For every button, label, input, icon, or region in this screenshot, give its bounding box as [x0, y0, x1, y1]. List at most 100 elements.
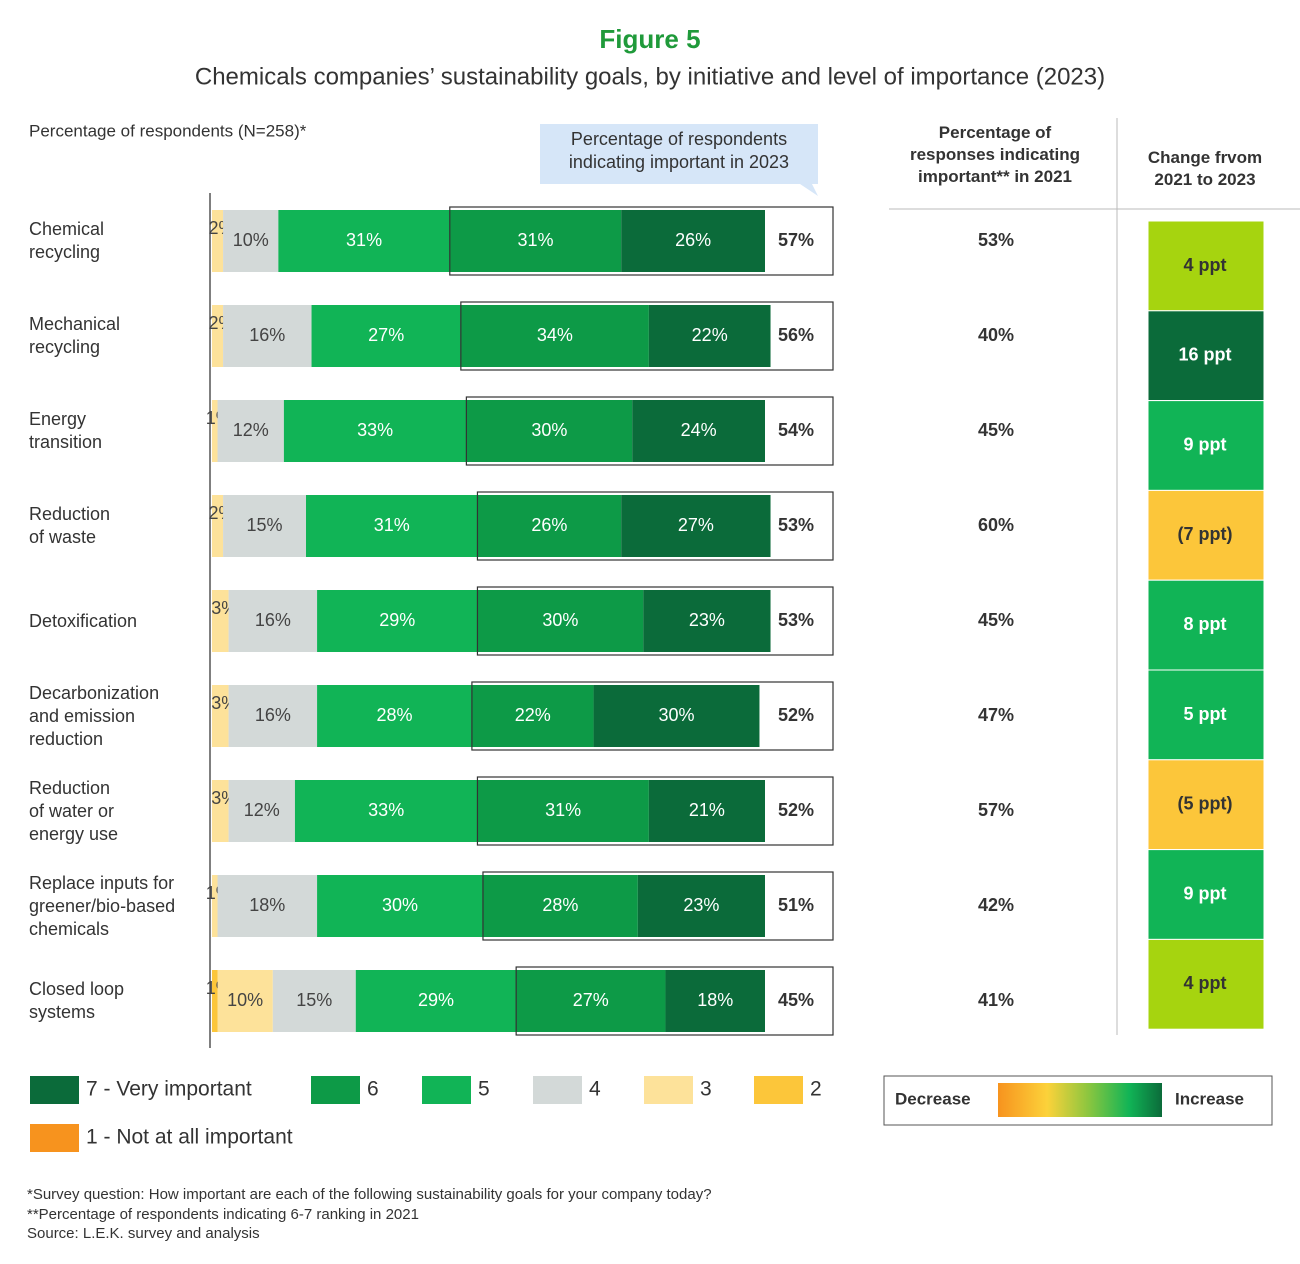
category-label: Closed loop systems	[29, 979, 125, 1022]
total-label: 52%	[778, 800, 814, 820]
data-label: 12%	[244, 800, 280, 820]
bar-segment	[212, 590, 229, 652]
change-label: 4 ppt	[1184, 255, 1227, 275]
category-label: Energy transition	[29, 409, 103, 452]
gradient-legend-box	[883, 1075, 1273, 1126]
value-2021: 57%	[978, 800, 1014, 820]
column-header: Percentage of respondents indicating imp…	[568, 129, 790, 172]
bar-segment	[212, 210, 224, 272]
highlight-box	[476, 586, 834, 656]
data-label: 27%	[368, 325, 404, 345]
bar-segment	[593, 685, 760, 747]
legend-label: 5	[478, 1078, 490, 1101]
bar-segment	[665, 970, 765, 1032]
legend-swatch	[311, 1076, 360, 1104]
data-label: 31%	[545, 800, 581, 820]
change-cell	[1147, 669, 1265, 761]
data-label: 27%	[573, 990, 609, 1010]
legend-label: 7 - Very important	[86, 1078, 252, 1101]
data-label: 28%	[376, 705, 412, 725]
bar-segment	[460, 305, 649, 367]
change-label: 9 ppt	[1184, 434, 1227, 454]
data-label: 16%	[255, 610, 291, 630]
value-2021: 47%	[978, 705, 1014, 725]
category-label: Mechanical recycling	[29, 314, 121, 357]
change-label: 9 ppt	[1184, 883, 1227, 903]
data-label: 30%	[542, 610, 578, 630]
category-label: Chemical recycling	[29, 219, 105, 262]
data-label: 16%	[249, 325, 285, 345]
legend-label: 1 - Not at all important	[86, 1126, 293, 1149]
bar-segment	[278, 210, 450, 272]
total-label: 51%	[778, 895, 814, 915]
gradient-swatch	[998, 1083, 1162, 1117]
legend-swatch	[422, 1076, 471, 1104]
total-label: 53%	[778, 610, 814, 630]
data-label: 10%	[227, 990, 263, 1010]
bar-segment	[632, 400, 765, 462]
total-label: 54%	[778, 420, 814, 440]
highlight-box	[449, 206, 834, 276]
bar-segment	[217, 400, 284, 462]
bar-segment	[212, 495, 224, 557]
column-header: Change frvom 2021 to 2023	[1147, 148, 1263, 189]
change-cell	[1147, 938, 1265, 1030]
highlight-box	[515, 966, 834, 1036]
bar-segment	[212, 305, 224, 367]
data-label: 33%	[357, 420, 393, 440]
legend-swatch	[533, 1076, 582, 1104]
category-label: Detoxification	[29, 610, 138, 631]
chart-subtitle: Chemicals companies’ sustainability goal…	[195, 63, 1105, 90]
value-2021: 40%	[978, 325, 1014, 345]
legend-label: 6	[367, 1078, 379, 1101]
data-label: 24%	[681, 420, 717, 440]
bar-segment	[212, 780, 229, 842]
change-cell	[1147, 310, 1265, 402]
bar-segment	[212, 400, 218, 462]
data-label: 28%	[542, 895, 578, 915]
change-label: 5 ppt	[1184, 704, 1227, 724]
bar-segment	[355, 970, 517, 1032]
bar-segment	[643, 590, 771, 652]
bar-segment	[294, 780, 478, 842]
bar-segment	[648, 305, 771, 367]
highlight-box	[460, 301, 834, 371]
bar-segment	[466, 400, 633, 462]
data-label: 18%	[249, 895, 285, 915]
bar-segment	[449, 210, 622, 272]
highlight-box	[476, 491, 834, 561]
legend-swatch	[754, 1076, 803, 1104]
data-label: 31%	[346, 230, 382, 250]
data-label: 23%	[683, 895, 719, 915]
bar-segment	[272, 970, 356, 1032]
bar-segment	[223, 305, 312, 367]
bar-segment	[212, 875, 218, 937]
data-label: 30%	[382, 895, 418, 915]
change-cell	[1147, 759, 1265, 851]
highlight-box	[482, 871, 834, 941]
change-label: 4 ppt	[1184, 973, 1227, 993]
footnote: Source: L.E.K. survey and analysis	[27, 1225, 260, 1242]
value-2021: 53%	[978, 230, 1014, 250]
bar-segment	[637, 875, 765, 937]
bar-segment	[311, 305, 461, 367]
legend-label: 4	[589, 1078, 601, 1101]
change-cell	[1147, 579, 1265, 671]
legend-swatch	[30, 1076, 79, 1104]
bar-segment	[621, 495, 771, 557]
data-label: 23%	[689, 610, 725, 630]
legend-label: Increase	[1175, 1089, 1244, 1108]
total-label: 53%	[778, 515, 814, 535]
value-2021: 42%	[978, 895, 1014, 915]
category-label: Decarbonization and emission reduction	[29, 682, 160, 749]
bar-segment	[471, 685, 594, 747]
value-2021: 41%	[978, 990, 1014, 1010]
callout-box	[540, 124, 818, 196]
change-label: 16 ppt	[1178, 345, 1231, 365]
data-label: 30%	[531, 420, 567, 440]
bar-segment	[477, 590, 644, 652]
data-label: 29%	[379, 610, 415, 630]
bar-segment	[477, 495, 622, 557]
